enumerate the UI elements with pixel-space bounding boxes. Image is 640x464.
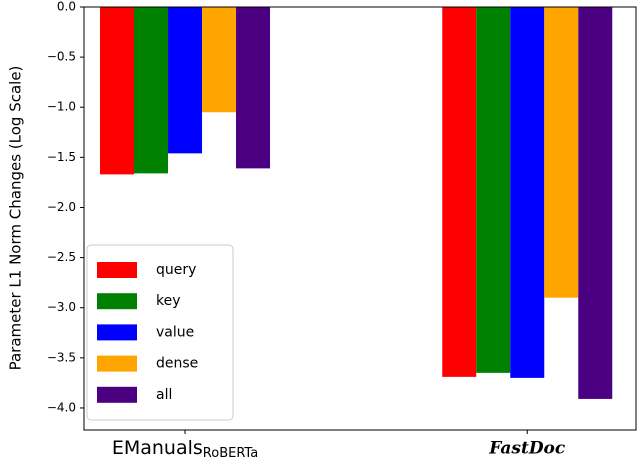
- y-tick-label: −3.5: [47, 350, 76, 364]
- legend-swatch: [97, 386, 137, 403]
- bar: [510, 7, 545, 378]
- y-tick-label: 0.0: [57, 0, 76, 14]
- legend-label: value: [156, 324, 194, 340]
- category-name: EManuals: [112, 437, 203, 459]
- y-axis-label: Parameter L1 Norm Changes (Log Scale): [7, 66, 25, 371]
- y-tick-label: −4.0: [47, 400, 76, 414]
- x-tick-label: FastDoc: [488, 439, 566, 459]
- bar: [578, 7, 613, 399]
- legend-label: all: [156, 387, 172, 403]
- legend-label: query: [156, 262, 196, 278]
- y-tick-label: −3.0: [47, 300, 76, 314]
- legend-swatch: [97, 355, 137, 372]
- legend-swatch: [97, 324, 137, 341]
- legend-swatch: [97, 293, 137, 310]
- bar: [236, 7, 271, 169]
- legend-label: dense: [156, 356, 198, 372]
- legend-box: [86, 244, 234, 421]
- bar: [100, 7, 135, 175]
- category-subscript: RoBERTa: [203, 446, 258, 461]
- axes-frame: [83, 6, 637, 431]
- x-tick-label: EManualsRoBERTa: [112, 437, 258, 461]
- y-tick-label: −0.5: [47, 50, 76, 64]
- legend-label: key: [156, 293, 181, 309]
- legend-swatch: [97, 262, 137, 278]
- bar: [544, 7, 579, 298]
- y-tick-label: −2.5: [47, 250, 76, 264]
- bar: [202, 7, 237, 113]
- y-tick-label: −1.0: [47, 100, 76, 114]
- y-tick-label: −1.5: [47, 150, 76, 164]
- bar: [442, 7, 477, 377]
- y-tick-label: −2.0: [47, 200, 76, 214]
- bar: [168, 7, 203, 154]
- bar: [134, 7, 169, 174]
- bar: [476, 7, 511, 373]
